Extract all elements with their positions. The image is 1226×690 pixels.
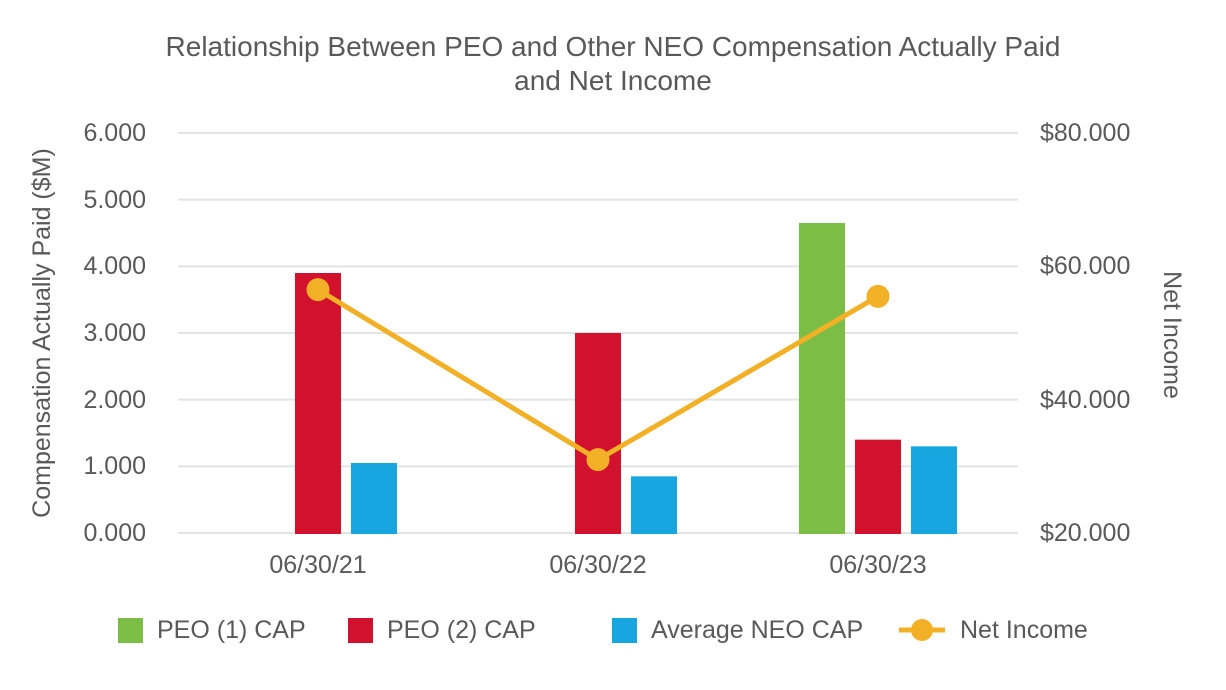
chart-title-line1: Relationship Between PEO and Other NEO C… (165, 31, 1061, 62)
bar-average-neo-cap-06-30-22 (631, 476, 677, 534)
point-net-income-06-30-23 (866, 284, 890, 308)
legend-item-average-neo-cap: Average NEO CAP (612, 615, 863, 645)
right-axis-tick-label: $80.000 (1040, 119, 1131, 147)
left-axis-tick-label: 0.000 (83, 519, 146, 547)
chart-title: Relationship Between PEO and Other NEO C… (0, 30, 1226, 98)
bar-average-neo-cap-06-30-21 (351, 463, 397, 534)
bar-average-neo-cap-06-30-23 (911, 446, 957, 534)
point-net-income-06-30-21 (306, 278, 330, 302)
bar-peo-2-cap-06-30-22 (575, 333, 621, 534)
x-axis-label: 06/30/23 (829, 551, 927, 579)
legend-item-peo-2-cap: PEO (2) CAP (348, 615, 536, 645)
left-axis-tick-label: 6.000 (83, 119, 146, 147)
left-axis-tick-label: 3.000 (83, 319, 146, 347)
legend-swatch-icon (348, 617, 373, 643)
bar-peo-2-cap-06-30-21 (295, 273, 341, 534)
right-axis-tick-label: $40.000 (1040, 385, 1131, 414)
legend-item-peo-1-cap: PEO (1) CAP (118, 615, 306, 645)
x-axis-label: 06/30/22 (549, 551, 647, 579)
legend-label: PEO (1) CAP (157, 615, 306, 644)
x-axis-label: 06/30/21 (269, 551, 367, 579)
legend-label: Average NEO CAP (651, 615, 864, 644)
legend-swatch-icon (612, 617, 637, 643)
bar-peo-1-cap-06-30-23 (799, 223, 845, 534)
chart-title-line2: and Net Income (514, 65, 712, 96)
left-axis-tick-label: 1.000 (83, 452, 146, 481)
legend-label: PEO (2) CAP (387, 615, 536, 644)
left-axis-tick-label: 5.000 (83, 185, 146, 214)
legend-label: Net Income (960, 615, 1088, 644)
legend-line-marker-icon (899, 619, 945, 641)
legend-item-net-income: Net Income (898, 615, 1088, 645)
left-axis-tick-label: 4.000 (83, 252, 146, 281)
right-axis-tick-label: $20.000 (1040, 519, 1131, 547)
legend-swatch-icon (118, 617, 143, 643)
left-axis-tick-label: 2.000 (83, 385, 146, 414)
point-net-income-06-30-22 (586, 448, 610, 472)
right-axis-tick-label: $60.000 (1040, 252, 1131, 281)
bar-peo-2-cap-06-30-23 (855, 439, 901, 534)
